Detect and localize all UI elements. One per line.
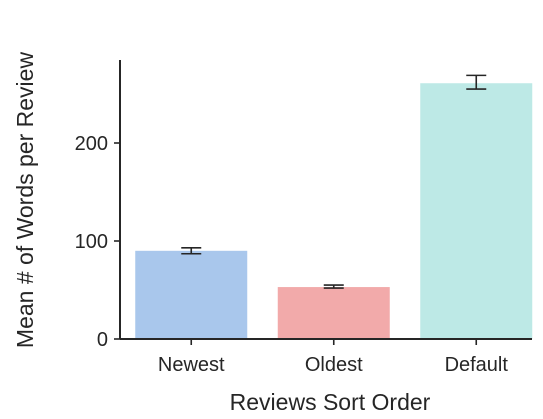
bar-newest xyxy=(135,251,247,339)
x-tick-label: Default xyxy=(445,354,509,376)
y-tick-label: 100 xyxy=(75,231,108,253)
bar-oldest xyxy=(278,287,390,339)
x-tick-label: Newest xyxy=(158,354,225,376)
x-ticks-group: Newest Oldest Default xyxy=(158,339,508,376)
y-tick-label: 200 xyxy=(75,133,108,155)
y-axis-title: Mean # of Words per Review xyxy=(12,52,38,349)
y-ticks-group: 0 100 200 xyxy=(75,133,120,351)
x-axis-title: Reviews Sort Order xyxy=(230,389,431,415)
x-tick-label: Oldest xyxy=(305,354,363,376)
y-tick-label: 0 xyxy=(97,329,108,351)
bars-group xyxy=(135,83,532,339)
bar-default xyxy=(420,83,532,339)
